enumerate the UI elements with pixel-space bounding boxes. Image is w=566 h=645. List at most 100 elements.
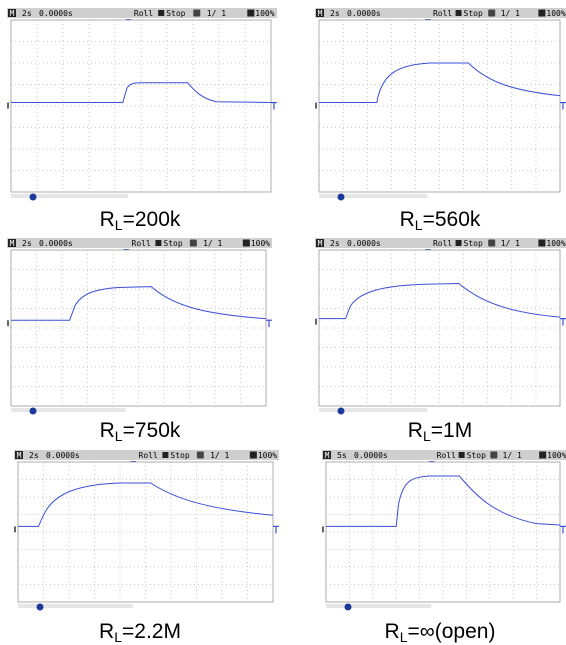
caption-value: =200k (123, 208, 181, 231)
stop-label: Stop (464, 9, 483, 18)
mode-label: M (10, 9, 15, 18)
roll-label: Roll (134, 9, 153, 18)
stop-box (459, 452, 465, 458)
readout-bar (11, 194, 128, 198)
page-count: 1/ 1 (207, 9, 226, 18)
caption-subscript: L (423, 428, 431, 444)
caption: RL=1M (408, 419, 472, 444)
icon (193, 10, 200, 17)
timebase: 5s (337, 451, 347, 460)
stop-label: Stop (166, 9, 185, 18)
timebase: 2s (330, 9, 340, 18)
mode-label: M (17, 451, 22, 460)
figure: M2s0.0000sRollStop1/ 1100%RL=200kM2s0.00… (0, 0, 566, 645)
stop-label: Stop (464, 239, 483, 248)
caption-value: =2.2M (122, 620, 181, 643)
zoom-box (250, 452, 257, 459)
timebase: 2s (22, 239, 32, 248)
readout-icon (30, 194, 37, 201)
page-count: 1/ 1 (503, 451, 522, 460)
stop-label: Stop (170, 451, 189, 460)
delay: 0.0000s (39, 239, 73, 248)
readout-icon (30, 408, 37, 415)
zoom-label: 100% (255, 9, 274, 18)
caption-subscript: L (400, 629, 408, 645)
caption-subscript: L (115, 428, 123, 444)
stop-box (162, 452, 168, 458)
scope-panel: M 2s 0.0000s Roll Stop 1/ 1 100% (7, 238, 272, 415)
roll-label: Roll (437, 451, 456, 460)
caption: RL=560k (400, 208, 481, 233)
stop-label: Stop (467, 451, 486, 460)
icon (488, 10, 495, 17)
zoom-label: 100% (547, 451, 566, 460)
readout-icon (345, 604, 352, 611)
delay: 0.0000s (347, 9, 381, 18)
caption-subscript: L (114, 629, 122, 645)
zoom-label: 100% (251, 239, 270, 248)
readout-bar (326, 604, 431, 608)
mode-label: M (318, 239, 323, 248)
caption-symbol: R (385, 620, 400, 643)
readout-bar (18, 604, 133, 608)
page-count: 1/ 1 (501, 9, 520, 18)
delay: 0.0000s (347, 239, 381, 248)
mode-label: M (325, 451, 330, 460)
caption: RL=2.2M (99, 620, 181, 645)
stop-box (158, 10, 164, 16)
delay: 0.0000s (46, 451, 80, 460)
scope-panel: M 2s 0.0000s Roll Stop 1/ 1 100% (7, 8, 277, 201)
zoom-box (538, 10, 545, 17)
roll-label: Roll (132, 239, 151, 248)
caption-value: =560k (423, 208, 481, 231)
page-count: 1/ 1 (501, 239, 520, 248)
roll-label: Roll (139, 451, 158, 460)
timebase: 2s (330, 239, 340, 248)
scope-panel: M 2s 0.0000s Roll Stop 1/ 1 100% (315, 8, 566, 201)
readout-icon (37, 604, 44, 611)
mode-label: M (10, 239, 15, 248)
page-count: 1/ 1 (210, 451, 229, 460)
caption: RL=750k (100, 419, 181, 444)
readout-bar (319, 408, 427, 412)
caption-symbol: R (400, 208, 415, 231)
icon (190, 240, 197, 247)
caption-value: =1M (431, 419, 472, 442)
caption-symbol: R (100, 208, 115, 231)
caption-symbol: R (100, 419, 115, 442)
scope-panel: M 2s 0.0000s Roll Stop 1/ 1 100% (14, 450, 279, 611)
icon (488, 240, 495, 247)
delay: 0.0000s (39, 9, 73, 18)
caption-value: =750k (123, 419, 181, 442)
readout-icon (338, 194, 345, 201)
icon (490, 452, 497, 459)
zoom-box (538, 240, 545, 247)
stop-box (456, 10, 462, 16)
zoom-box (243, 240, 250, 247)
zoom-label: 100% (258, 451, 277, 460)
mode-label: M (318, 9, 323, 18)
icon (197, 452, 204, 459)
timebase: 2s (22, 9, 32, 18)
caption: RL=∞(open) (385, 620, 496, 645)
readout-bar (319, 194, 427, 198)
stop-box (456, 240, 462, 246)
page-count: 1/ 1 (203, 239, 222, 248)
caption-symbol: R (408, 419, 423, 442)
zoom-box (247, 10, 254, 17)
caption-subscript: L (115, 217, 123, 233)
roll-label: Roll (433, 239, 452, 248)
roll-label: Roll (433, 9, 452, 18)
zoom-box (539, 452, 546, 459)
caption-value: =∞(open) (408, 620, 496, 643)
timebase: 2s (29, 451, 39, 460)
delay: 0.0000s (354, 451, 388, 460)
zoom-label: 100% (546, 9, 565, 18)
scope-panel: M 5s 0.0000s Roll Stop 1/ 1 100% (322, 450, 566, 611)
stop-box (155, 240, 161, 246)
caption: RL=200k (100, 208, 181, 233)
readout-bar (11, 408, 126, 412)
stop-label: Stop (163, 239, 182, 248)
readout-icon (338, 408, 345, 415)
